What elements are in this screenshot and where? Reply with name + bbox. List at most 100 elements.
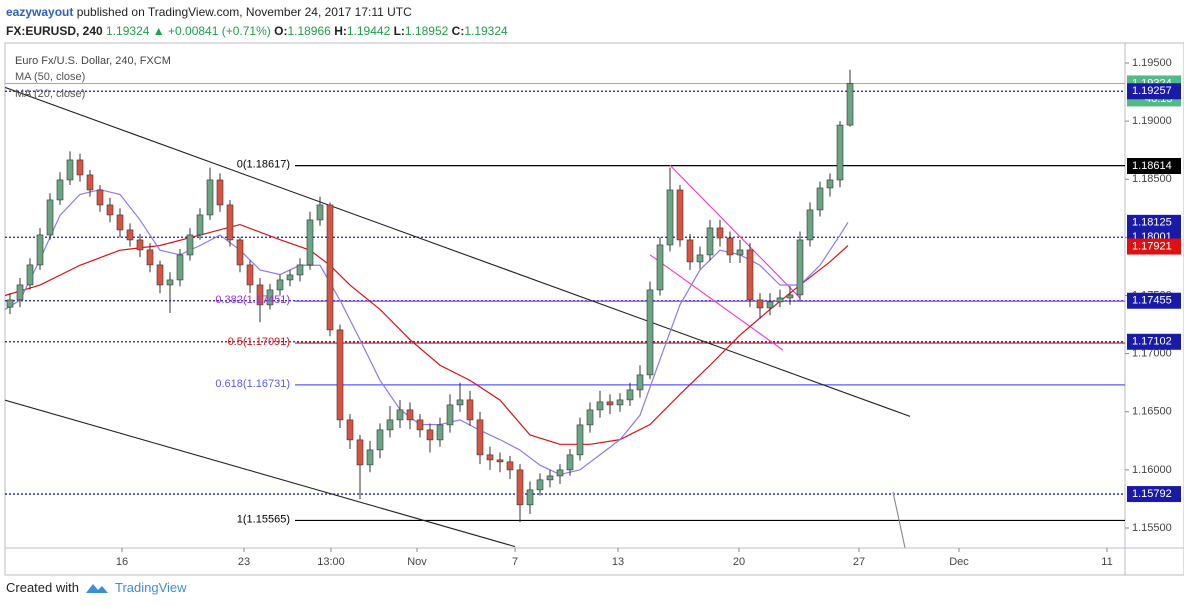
candle-body — [786, 294, 794, 299]
symbol-line: FX:EURUSD, 240 1.19324 ▲ +0.00841 (+0.71… — [6, 22, 508, 41]
candle-body — [76, 159, 84, 176]
close: 1.19324 — [464, 24, 508, 38]
candle-body — [366, 449, 374, 466]
arrow: ▲ — [152, 24, 165, 38]
candle-body — [196, 214, 204, 236]
candle-body — [496, 459, 504, 463]
price-label: 1.15792 — [1132, 488, 1172, 500]
candle-body — [486, 454, 494, 461]
l-label: L: — [393, 24, 405, 38]
trend-line — [892, 491, 906, 548]
candle-body — [166, 279, 174, 286]
candle-body — [426, 429, 434, 441]
plot-area — [5, 69, 1125, 548]
last: 1.19324 — [106, 24, 150, 38]
symbol: FX:EURUSD, 240 — [6, 24, 103, 38]
candle-body — [686, 239, 694, 263]
candle-body — [816, 187, 824, 211]
brand[interactable]: TradingView — [114, 580, 187, 595]
candle-body — [576, 424, 584, 456]
x-tick-label: 7 — [512, 556, 518, 568]
price-label-box — [1127, 238, 1181, 255]
x-tick-label: 23 — [238, 556, 250, 568]
trend-line — [669, 164, 801, 299]
candle-body — [456, 399, 464, 406]
candle-body — [6, 299, 14, 308]
y-tick-label: 1.15500 — [1132, 522, 1172, 534]
chart-title: Euro Fx/U.S. Dollar, 240, FXCM — [15, 55, 171, 67]
candle-body — [766, 301, 774, 309]
candle-body — [606, 401, 614, 406]
candle-body — [536, 479, 544, 491]
fib-label: 0.382(1.17451) — [215, 294, 290, 306]
candle-body — [556, 469, 564, 477]
footer: Created with TradingView — [6, 580, 187, 595]
candle-body — [56, 179, 64, 201]
y-tick-label: 1.19500 — [1132, 57, 1172, 69]
candle-body — [636, 374, 644, 391]
candle-body — [186, 234, 194, 256]
price-label: 1.18614 — [1132, 160, 1172, 172]
logo[interactable] — [85, 581, 109, 595]
candle-body — [376, 429, 384, 451]
price-label-box — [1127, 214, 1181, 231]
candle-body — [356, 439, 364, 466]
price-label-box — [1127, 83, 1181, 100]
candle-body — [446, 404, 454, 426]
price-label: 1.19257 — [1132, 85, 1172, 97]
header: eazywayout published on TradingView.com,… — [6, 3, 508, 41]
candle-body — [116, 214, 124, 231]
candle-body — [526, 489, 534, 506]
candle-body — [146, 249, 154, 266]
candle-body — [126, 229, 134, 241]
price-label: 1.17921 — [1132, 240, 1172, 252]
candle-body — [66, 159, 74, 181]
candle-body — [266, 289, 274, 306]
y-tick-label: 1.16000 — [1132, 464, 1172, 476]
candle-body — [46, 199, 54, 236]
overlay: Euro Fx/U.S. Dollar, 240, FXCM 1.15500 1.… — [15, 55, 1181, 568]
high: 1.19442 — [346, 24, 391, 38]
candle-body — [756, 299, 764, 309]
x-tick-label: 20 — [733, 556, 745, 568]
published: published on TradingView.com, November 2… — [76, 5, 412, 19]
author[interactable]: eazywayout — [6, 5, 74, 19]
low: 1.18952 — [404, 24, 449, 38]
fib-label: 1(1.15565) — [237, 513, 290, 525]
y-tick-label: 1.16500 — [1132, 406, 1172, 418]
candle-body — [736, 249, 744, 256]
x-tick-label: 13:00 — [317, 556, 345, 568]
price-label-box — [1127, 486, 1181, 503]
price-label: 1.17455 — [1132, 295, 1172, 307]
candle-body — [36, 234, 44, 266]
candle-body — [546, 475, 554, 481]
trend-line — [649, 254, 784, 351]
candle-body — [246, 264, 254, 286]
candle-body — [236, 239, 244, 266]
candle-body — [216, 179, 224, 206]
candle-body — [726, 237, 734, 256]
candle-body — [316, 204, 324, 221]
price-label: 1.18125 — [1132, 217, 1172, 229]
price-label-box — [1127, 333, 1181, 350]
created-with: Created with — [6, 580, 79, 595]
candle-body — [696, 254, 704, 263]
x-tick-label: Nov — [407, 556, 427, 568]
candle-body — [746, 249, 754, 301]
change: +0.00841 (+0.71%) — [168, 24, 271, 38]
candle-body — [156, 264, 164, 286]
x-tick-label: Dec — [949, 556, 969, 568]
candle-body — [416, 419, 424, 431]
candle-body — [86, 174, 94, 191]
fib-label: 0.618(1.16731) — [215, 378, 290, 390]
candle-body — [326, 204, 334, 331]
fib-label: 0.5(1.17091) — [228, 336, 290, 348]
candle-body — [586, 409, 594, 426]
candle-body — [846, 83, 854, 126]
chart-frame — [4, 42, 1184, 576]
candle-body — [276, 279, 284, 291]
x-tick-label: 16 — [116, 556, 128, 568]
candle-body — [206, 179, 214, 216]
price-label-box — [1127, 292, 1181, 309]
candle-body — [796, 239, 804, 296]
